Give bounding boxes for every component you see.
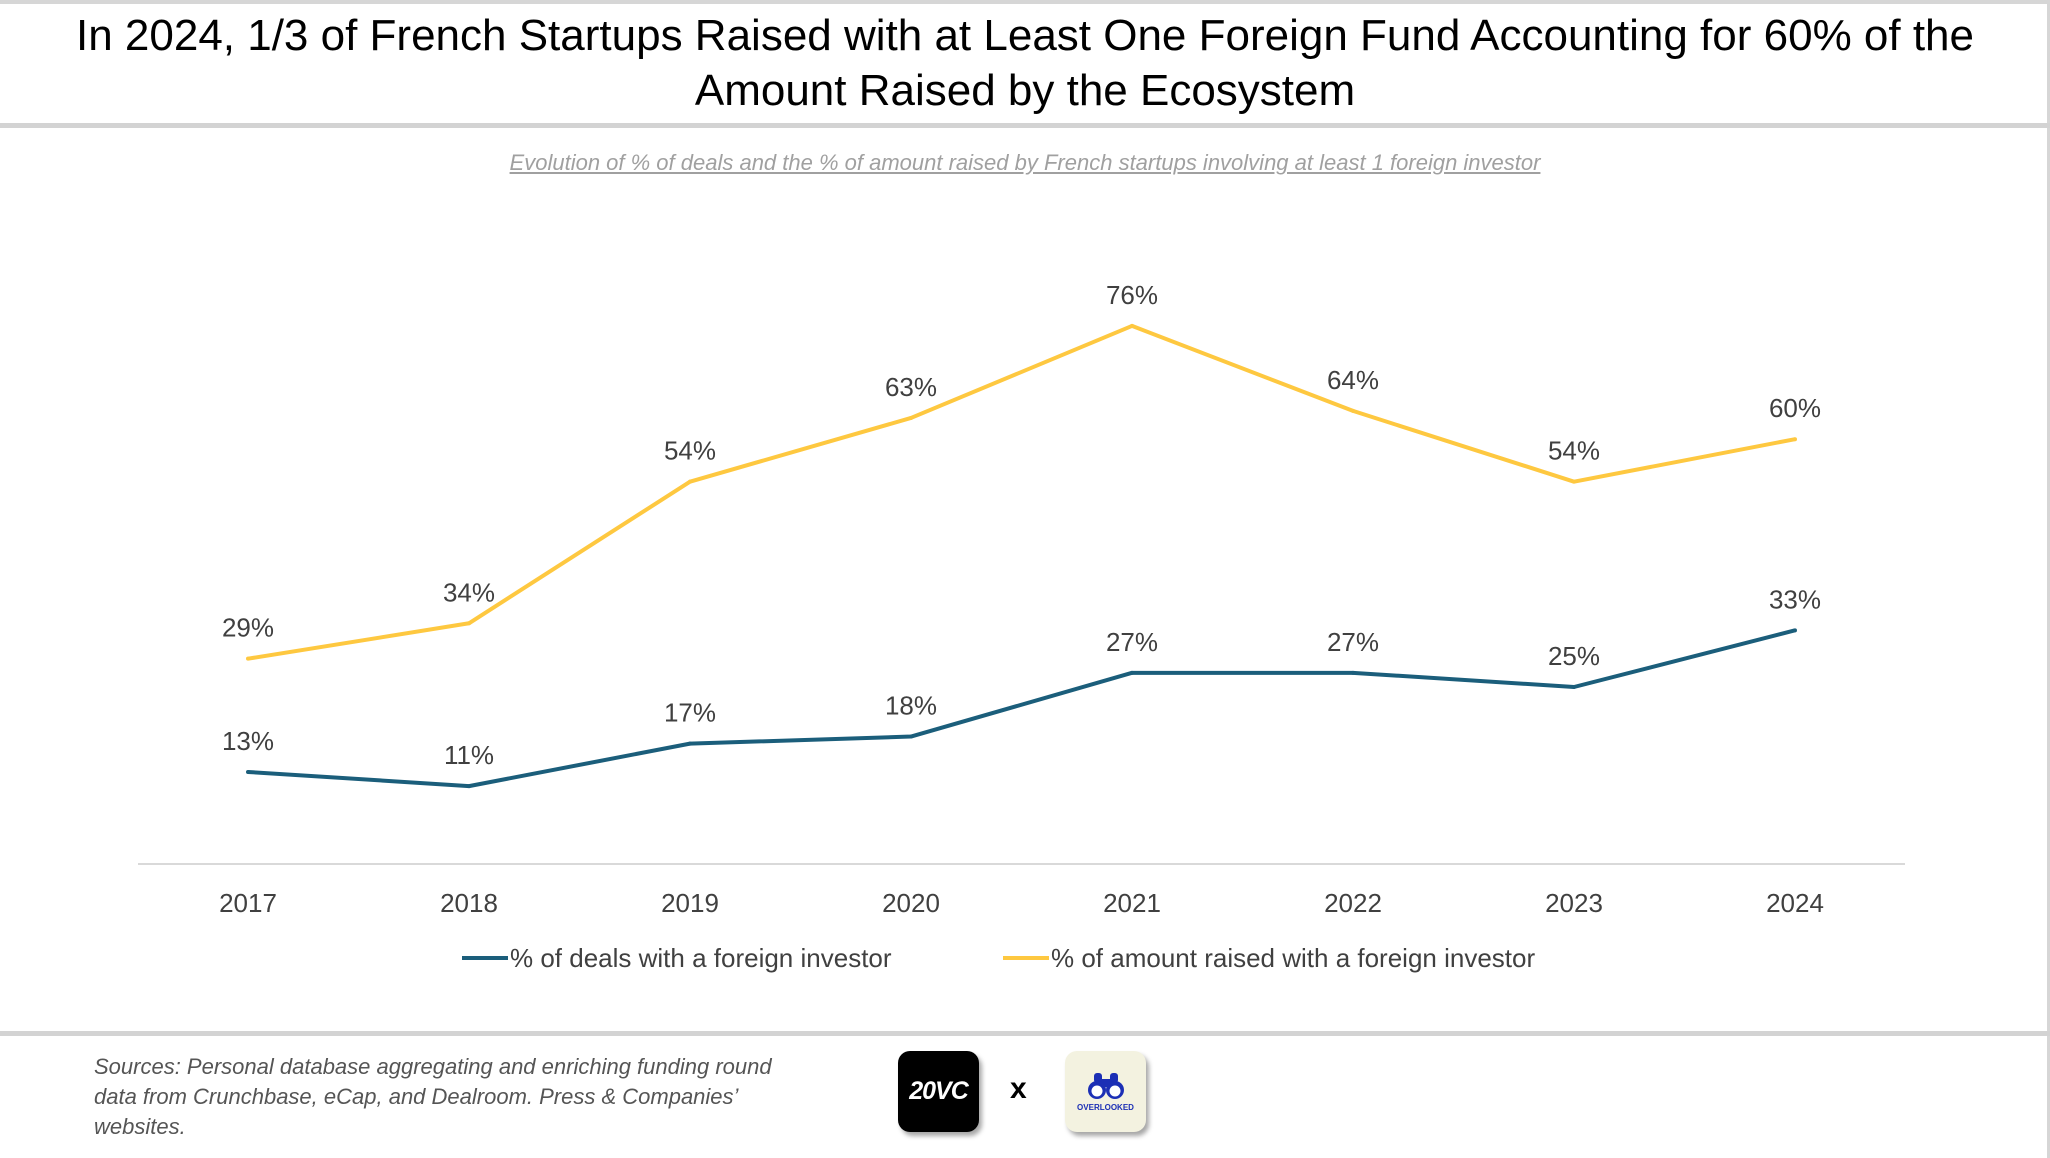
x-tick-label: 2017 [219,888,277,918]
data-point [1130,323,1134,328]
title-divider [0,123,2050,128]
data-point [909,415,913,420]
series-line-2 [247,323,1796,661]
data-label: 17% [664,698,716,728]
legend-label-2: % of amount raised with a foreign invest… [1051,943,1535,973]
data-point [909,734,913,739]
footer-divider [0,1031,2050,1036]
x-tick-label: 2018 [440,888,498,918]
data-point [1793,437,1797,442]
data-point [1351,408,1355,413]
data-point [1351,670,1355,675]
data-label: 76% [1106,280,1158,310]
data-label: 18% [885,691,937,721]
data-point [1572,685,1576,689]
data-label: 33% [1769,584,1821,614]
20vc-logo-text: 20VC [909,1077,969,1105]
title-line-2: Amount Raised by the Ecosystem [694,66,1356,115]
legend-label-1: % of deals with a foreign investor [510,943,892,973]
data-label: 29% [222,613,274,643]
top-border [0,0,2050,4]
data-label: 27% [1106,627,1158,657]
data-label: 34% [443,577,495,607]
title-line-1: In 2024, 1/3 of French Startups Raised w… [75,11,1974,60]
page-title: In 2024, 1/3 of French Startups Raised w… [0,8,2050,118]
collab-separator: x [1010,1072,1027,1105]
x-tick-label: 2024 [1766,888,1824,918]
data-label: 54% [1548,436,1600,466]
data-label: 60% [1769,393,1821,423]
binoculars-icon [1087,1073,1124,1099]
overlooked-logo: OVERLOOKED [1065,1051,1146,1132]
x-tick-label: 2022 [1324,888,1382,918]
data-label: 54% [664,436,716,466]
data-label: 64% [1327,365,1379,395]
x-tick-label: 2021 [1103,888,1161,918]
data-point [467,621,471,626]
data-label: 63% [885,372,937,402]
data-point [246,656,250,661]
data-point [1793,628,1797,633]
x-tick-label: 2019 [661,888,719,918]
data-point [467,784,471,789]
data-point [1572,479,1576,484]
data-label: 27% [1327,627,1379,657]
data-label: 13% [222,726,274,756]
data-point [688,479,692,484]
data-label: 25% [1548,641,1600,671]
data-point [688,741,692,746]
right-border [2047,0,2050,1158]
x-tick-label: 2020 [882,888,940,918]
sources-note: Sources: Personal database aggregating a… [94,1054,772,1139]
x-tick-label: 2023 [1545,888,1603,918]
20vc-logo: 20VC [898,1051,979,1132]
chart-subtitle: Evolution of % of deals and the % of amo… [509,150,1541,175]
data-point [246,769,250,774]
overlooked-logo-text: OVERLOOKED [1077,1103,1134,1112]
data-label: 11% [444,740,494,770]
series-line-1 [247,628,1796,789]
data-point [1130,670,1134,675]
